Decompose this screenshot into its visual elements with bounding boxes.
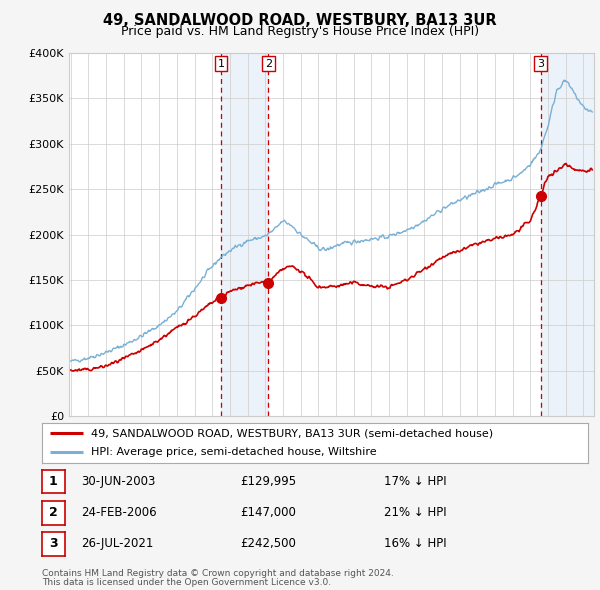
Text: 49, SANDALWOOD ROAD, WESTBURY, BA13 3UR: 49, SANDALWOOD ROAD, WESTBURY, BA13 3UR bbox=[103, 13, 497, 28]
Text: 3: 3 bbox=[49, 537, 58, 550]
Text: Price paid vs. HM Land Registry's House Price Index (HPI): Price paid vs. HM Land Registry's House … bbox=[121, 25, 479, 38]
Text: 1: 1 bbox=[218, 58, 224, 68]
Text: £147,000: £147,000 bbox=[240, 506, 296, 519]
Text: 3: 3 bbox=[537, 58, 544, 68]
Text: 21% ↓ HPI: 21% ↓ HPI bbox=[384, 506, 446, 519]
Text: £129,995: £129,995 bbox=[240, 475, 296, 488]
Text: HPI: Average price, semi-detached house, Wiltshire: HPI: Average price, semi-detached house,… bbox=[91, 447, 377, 457]
Bar bbox=[221, 53, 268, 416]
Text: 49, SANDALWOOD ROAD, WESTBURY, BA13 3UR (semi-detached house): 49, SANDALWOOD ROAD, WESTBURY, BA13 3UR … bbox=[91, 428, 493, 438]
Text: 30-JUN-2003: 30-JUN-2003 bbox=[81, 475, 155, 488]
Text: 24-FEB-2006: 24-FEB-2006 bbox=[81, 506, 157, 519]
Text: 2: 2 bbox=[265, 58, 272, 68]
Text: 16% ↓ HPI: 16% ↓ HPI bbox=[384, 537, 446, 550]
Text: 17% ↓ HPI: 17% ↓ HPI bbox=[384, 475, 446, 488]
Text: £242,500: £242,500 bbox=[240, 537, 296, 550]
Bar bbox=[541, 53, 598, 416]
Text: 1: 1 bbox=[49, 475, 58, 488]
Text: This data is licensed under the Open Government Licence v3.0.: This data is licensed under the Open Gov… bbox=[42, 578, 331, 588]
Text: Contains HM Land Registry data © Crown copyright and database right 2024.: Contains HM Land Registry data © Crown c… bbox=[42, 569, 394, 578]
Text: 26-JUL-2021: 26-JUL-2021 bbox=[81, 537, 154, 550]
Text: 2: 2 bbox=[49, 506, 58, 519]
